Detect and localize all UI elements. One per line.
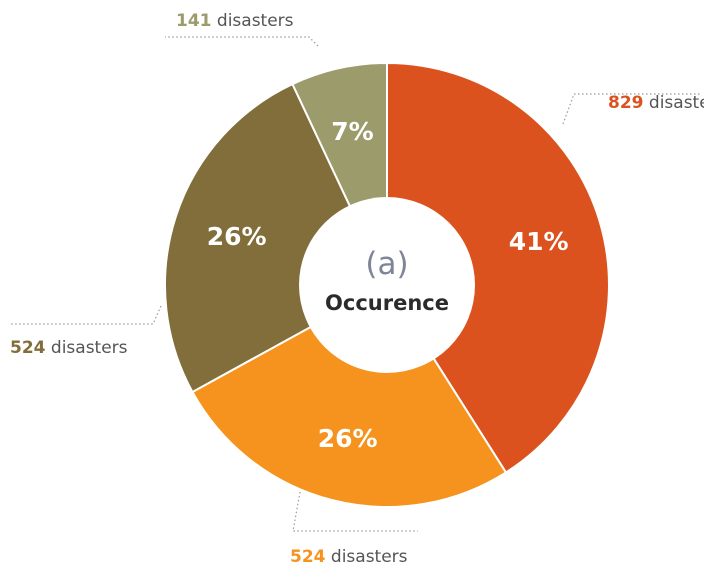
donut-slice	[386, 61, 610, 474]
slice-percent-label: 26%	[318, 424, 378, 453]
callout-unit: disasters	[326, 547, 408, 567]
slice-percent-label: 26%	[207, 222, 267, 251]
callout-unit: disasters	[644, 93, 704, 113]
callout-count: 829	[608, 93, 644, 113]
center-label: (a)	[365, 246, 408, 282]
donut-hole	[299, 197, 475, 373]
callout-count: 524	[10, 338, 46, 358]
donut-slice	[191, 283, 508, 508]
slice-callout-label: 524 disasters	[10, 338, 128, 358]
center-title: Occurence	[325, 291, 449, 315]
callout-leader-line	[10, 305, 162, 325]
slice-percent-label: 7%	[331, 117, 373, 146]
slice-callout-label: 829 disasters	[608, 93, 704, 113]
slice-callout-label: 524 disasters	[290, 547, 408, 567]
callout-count: 141	[176, 11, 212, 31]
callout-unit: disasters	[46, 338, 128, 358]
callout-unit: disasters	[212, 11, 294, 31]
slice-callout-label: 141 disasters	[176, 11, 294, 31]
slice-percent-labels: 41% 26% 26% 7%	[207, 117, 569, 453]
callout-count: 524	[290, 547, 326, 567]
slice-percent-label: 41%	[509, 227, 569, 256]
callout-leader-line	[292, 491, 418, 532]
callout-leader-line	[165, 36, 319, 47]
